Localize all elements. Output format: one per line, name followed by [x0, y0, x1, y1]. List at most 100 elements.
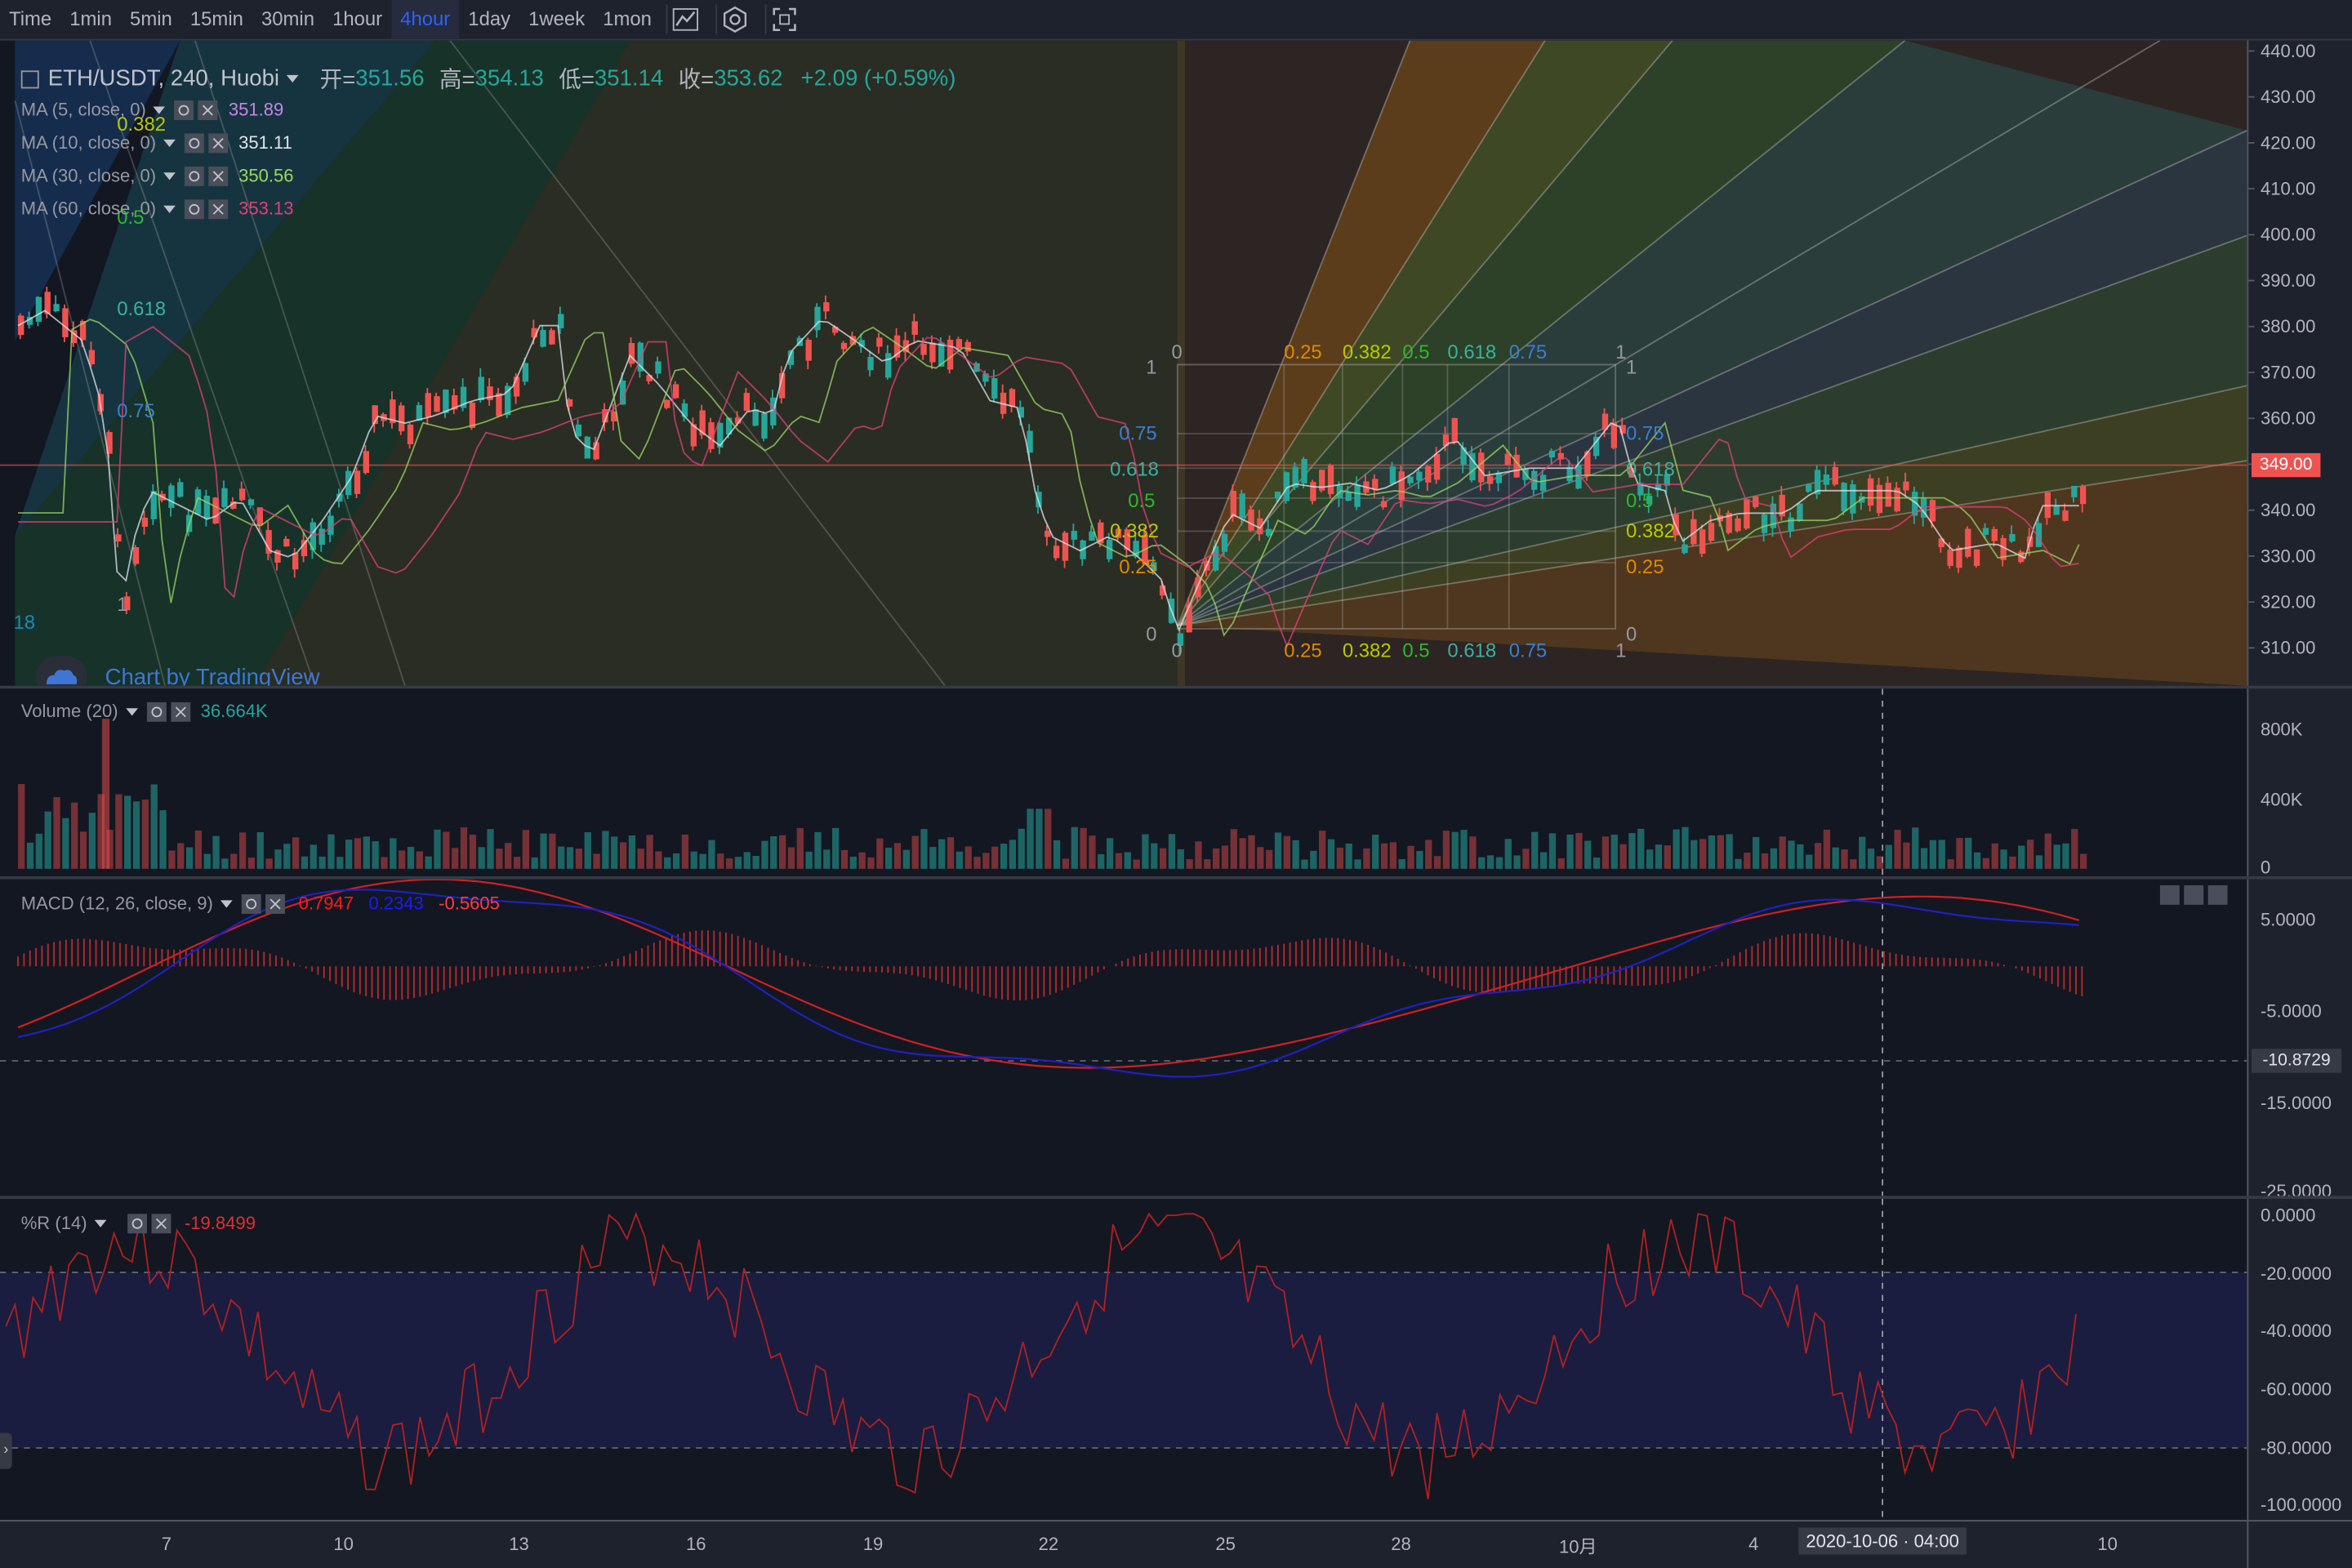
price-chart[interactable]: 0 0.25 0.382 0.5 0.618 0.75 10 0.25 0.382 0.5 0.61… — [0, 40, 2247, 686]
volume-bar — [832, 827, 840, 869]
macd-chart[interactable] — [0, 879, 2247, 1196]
candle — [106, 432, 113, 454]
interval-1week[interactable]: 1week — [528, 7, 586, 30]
volume-bar — [1601, 836, 1610, 869]
volume-bar — [1062, 858, 1070, 869]
chevron-right-icon[interactable]: › — [0, 1432, 12, 1469]
time-axis[interactable]: 7 10 13 16 19 22 25 28 10月 4 10 2020-10-… — [0, 1520, 2247, 1568]
macd-axis-label: -15.0000 — [2260, 1092, 2332, 1114]
volume-bar — [1850, 859, 1857, 869]
volume-label[interactable]: Volume (20) — [20, 701, 118, 722]
price-axis-label: 320.00 — [2261, 591, 2315, 612]
interval-1day[interactable]: 1day — [468, 7, 511, 30]
price-axis-label: 340.00 — [2261, 500, 2315, 520]
gear-icon[interactable] — [146, 701, 167, 721]
close-icon[interactable] — [151, 1213, 172, 1233]
price-change: +2.09 (+0.59%) — [800, 65, 956, 92]
close-icon[interactable] — [208, 132, 229, 153]
fullscreen-icon[interactable] — [765, 4, 804, 35]
interval-4hour[interactable]: 4hour — [391, 0, 460, 39]
close-icon[interactable] — [170, 701, 190, 721]
candle — [902, 340, 910, 353]
ma30-label[interactable]: MA (30, close, 0) — [20, 165, 157, 186]
close-icon[interactable] — [198, 100, 219, 120]
chevron-down-icon[interactable] — [220, 899, 233, 907]
chevron-down-icon[interactable] — [163, 138, 176, 147]
price-axis[interactable]: 440.00 430.00 420.00 410.00 400.00 390.00 380.… — [2247, 40, 2352, 686]
axis-corner — [2247, 1520, 2352, 1568]
volume-bar — [1159, 848, 1167, 869]
interval-1mon[interactable]: 1mon — [603, 7, 652, 30]
ma60-label[interactable]: MA (60, close, 0) — [20, 198, 157, 220]
move-down-icon[interactable] — [2184, 885, 2204, 905]
candle — [1832, 466, 1838, 485]
gear-icon[interactable] — [185, 166, 204, 185]
volume-bar — [1283, 835, 1290, 869]
candle — [1601, 413, 1609, 430]
pane-separator[interactable] — [0, 875, 2352, 880]
volume-bar — [194, 831, 203, 869]
chevron-down-icon[interactable] — [163, 204, 176, 212]
ma10-label[interactable]: MA (10, close, 0) — [20, 131, 157, 154]
interval-30min[interactable]: 30min — [261, 7, 315, 30]
gear-icon[interactable] — [185, 132, 204, 153]
settings-icon[interactable] — [715, 4, 754, 35]
volume-chart[interactable] — [0, 688, 2247, 876]
collapse-icon[interactable] — [20, 69, 39, 88]
macd-pane[interactable]: MACD (12, 26, close, 9) 0.7947 0.2343 -0… — [0, 879, 2247, 1196]
candle — [1062, 532, 1069, 561]
pane-separator[interactable] — [0, 1196, 2352, 1200]
volume-bar — [1372, 835, 1379, 869]
ma5-label[interactable]: MA (5, close, 0) — [20, 99, 146, 120]
williams-r-label[interactable]: %R (14) — [20, 1212, 87, 1234]
volume-bar — [1699, 839, 1707, 869]
volume-bar — [1708, 835, 1716, 869]
volume-bar — [1168, 834, 1176, 869]
chevron-down-icon[interactable] — [163, 172, 176, 180]
williams-r-pane[interactable]: %R (14) -19.8499 — [0, 1199, 2247, 1521]
candle — [327, 515, 334, 535]
interval-5min[interactable]: 5min — [130, 7, 172, 30]
indicators-icon[interactable] — [666, 4, 704, 35]
candle — [310, 522, 317, 550]
close-icon[interactable] — [208, 166, 229, 185]
candle — [150, 491, 157, 519]
gear-icon[interactable] — [185, 198, 204, 219]
interval-time[interactable]: Time — [9, 7, 52, 30]
volume-bar — [947, 837, 955, 869]
close-icon[interactable] — [265, 893, 286, 914]
macd-label[interactable]: MACD (12, 26, close, 9) — [20, 893, 213, 914]
chevron-down-icon[interactable] — [125, 707, 138, 715]
williams-r-axis[interactable]: 0.0000 -20.0000 -40.0000 -60.0000 -80.00… — [2247, 1199, 2352, 1521]
symbol-title[interactable]: ETH/USDT, 240, Huobi — [47, 65, 280, 92]
candle — [770, 397, 777, 425]
volume-bar — [1195, 841, 1202, 869]
move-up-icon[interactable] — [2159, 885, 2180, 905]
interval-15min[interactable]: 15min — [189, 7, 243, 30]
interval-1min[interactable]: 1min — [69, 7, 113, 30]
fan-level-label: 0.382 — [117, 114, 166, 136]
tradingview-watermark[interactable]: Chart by TradingView — [36, 655, 319, 686]
fan-ray — [1177, 130, 2247, 626]
chevron-down-icon[interactable] — [287, 74, 299, 83]
chevron-down-icon[interactable] — [94, 1218, 107, 1227]
pane-separator[interactable] — [0, 685, 2352, 689]
candle — [1230, 490, 1237, 518]
volume-bar — [725, 858, 733, 869]
maximize-pane-icon[interactable] — [2207, 885, 2228, 905]
gear-icon[interactable] — [127, 1213, 148, 1233]
williams-r-chart[interactable] — [0, 1199, 2247, 1521]
interval-1hour[interactable]: 1hour — [332, 7, 383, 30]
gear-icon[interactable] — [241, 893, 261, 914]
volume-pane[interactable]: Volume (20) 36.664K — [0, 688, 2247, 876]
volume-bar — [2080, 853, 2087, 869]
volume-bar — [168, 850, 176, 869]
price-pane[interactable]: 0 0.25 0.382 0.5 0.618 0.75 1 0 0.25 0.382 0.5 0.61… — [0, 40, 2247, 686]
gear-icon[interactable] — [174, 100, 194, 120]
macd-axis[interactable]: 5.0000 -5.0000 -15.0000 -25.0000 -10.872… — [2247, 879, 2352, 1196]
volume-bar — [1354, 859, 1361, 869]
close-icon[interactable] — [208, 198, 229, 219]
candle — [1018, 407, 1024, 418]
volume-axis[interactable]: 800K 400K 0 — [2247, 688, 2352, 876]
chevron-down-icon[interactable] — [154, 105, 166, 114]
